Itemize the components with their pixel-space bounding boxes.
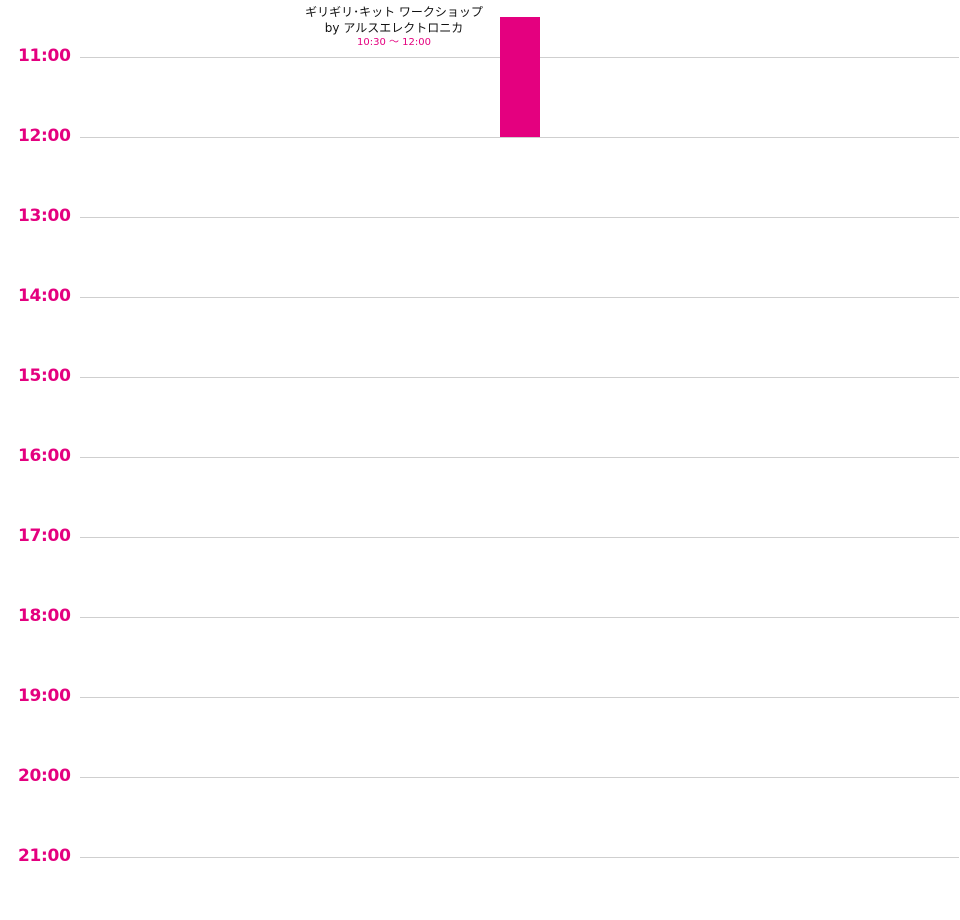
hour-label: 13:00 xyxy=(18,206,71,226)
hour-row: 17:00 xyxy=(0,526,960,556)
hour-row: 16:00 xyxy=(0,446,960,476)
hour-label: 12:00 xyxy=(18,126,71,146)
hour-row: 12:00 xyxy=(0,126,960,156)
hour-gridline xyxy=(80,137,959,138)
hour-label: 14:00 xyxy=(18,286,71,306)
hour-label: 19:00 xyxy=(18,686,71,706)
hour-label: 15:00 xyxy=(18,366,71,386)
hour-label: 21:00 xyxy=(18,846,71,866)
hour-gridline xyxy=(80,617,959,618)
hour-row: 14:00 xyxy=(0,286,960,316)
hour-gridline xyxy=(80,697,959,698)
hour-label: 17:00 xyxy=(18,526,71,546)
hour-row: 11:00 xyxy=(0,46,960,76)
event-bar[interactable] xyxy=(500,17,540,137)
hour-row: 20:00 xyxy=(0,766,960,796)
event-caption: ギリギリ･キット ワークショップ by アルスエレクトロニカ 10:30 〜 12:… xyxy=(274,4,514,50)
hour-gridline xyxy=(80,297,959,298)
hour-gridline xyxy=(80,537,959,538)
hour-row: 13:00 xyxy=(0,206,960,236)
hour-row: 19:00 xyxy=(0,686,960,716)
hour-gridline xyxy=(80,377,959,378)
hour-gridline xyxy=(80,217,959,218)
hour-label: 11:00 xyxy=(18,46,71,66)
event-title: ギリギリ･キット ワークショップ xyxy=(305,5,483,19)
hour-gridline xyxy=(80,777,959,778)
hour-label: 16:00 xyxy=(18,446,71,466)
hour-label: 20:00 xyxy=(18,766,71,786)
hour-row: 15:00 xyxy=(0,366,960,396)
hour-label: 18:00 xyxy=(18,606,71,626)
hour-row: 18:00 xyxy=(0,606,960,636)
hour-gridline xyxy=(80,457,959,458)
hour-gridline xyxy=(80,857,959,858)
event-time: 10:30 〜 12:00 xyxy=(357,37,431,48)
hour-row: 21:00 xyxy=(0,846,960,876)
event-subtitle: by アルスエレクトロニカ xyxy=(324,21,464,35)
